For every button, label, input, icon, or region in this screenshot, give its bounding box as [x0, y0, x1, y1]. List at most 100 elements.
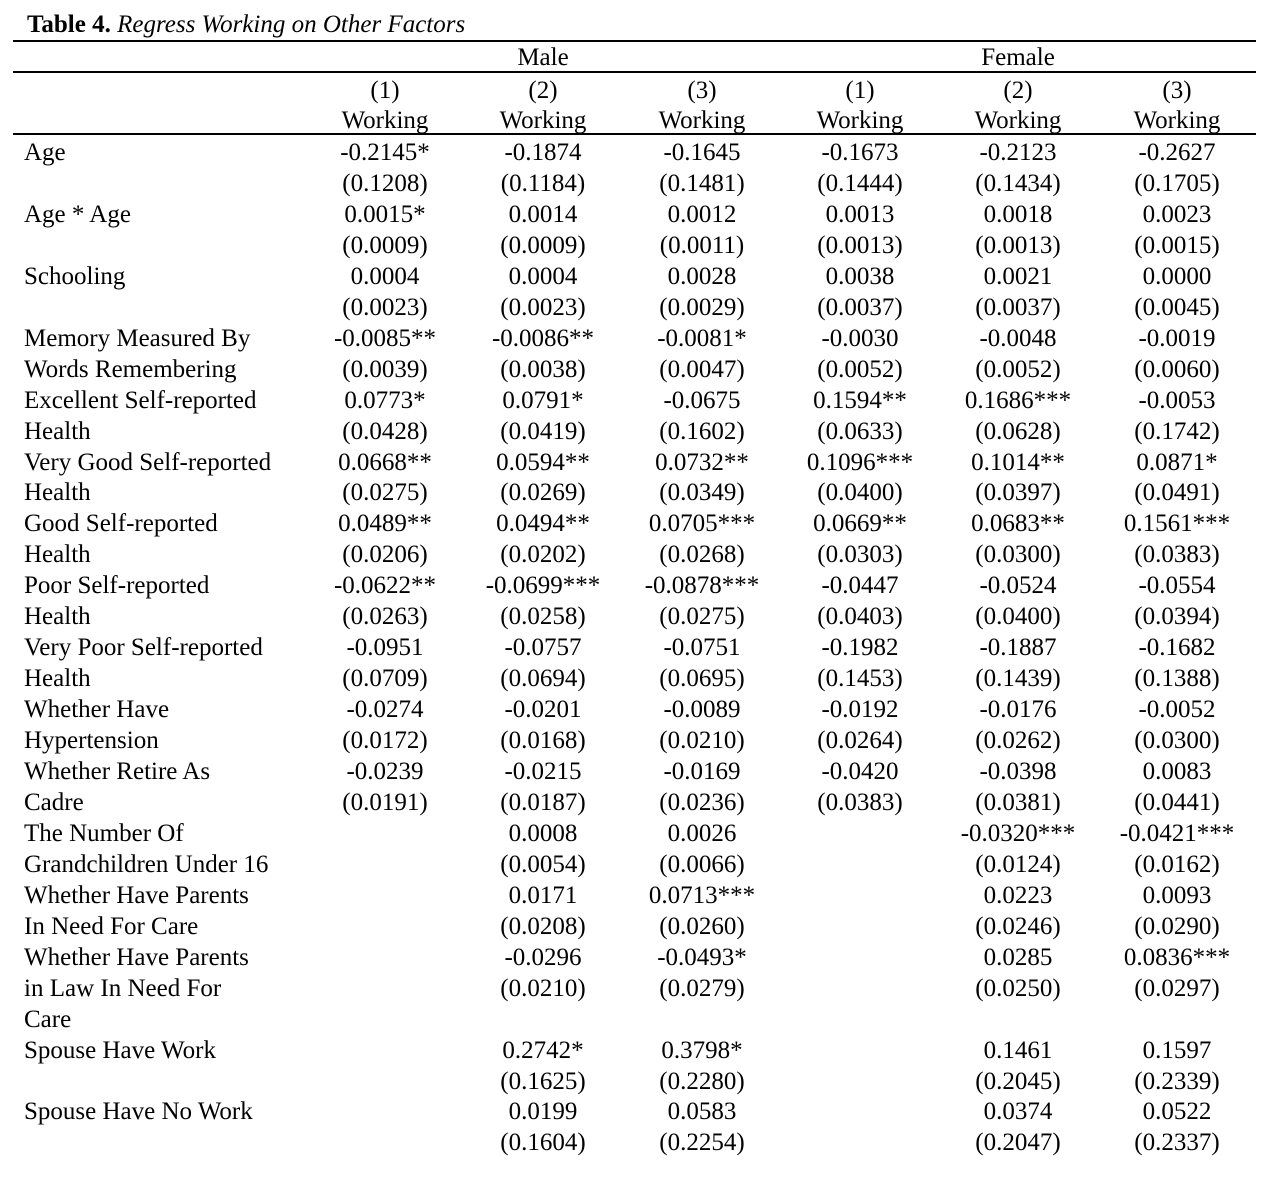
standard-error-cell: (0.0303)	[817, 541, 903, 569]
standard-error-cell: (0.1602)	[659, 417, 745, 445]
standard-error-cell: (0.0011)	[659, 231, 745, 259]
coefficient-cell: -0.0030	[821, 324, 899, 352]
column-number-header: (3)	[1162, 77, 1192, 104]
coefficient-cell: 0.1561***	[1123, 510, 1231, 538]
standard-error-cell: (0.0168)	[500, 727, 586, 755]
standard-error-cell: (0.0039)	[342, 355, 428, 383]
standard-error-cell: (0.0695)	[659, 665, 745, 693]
coefficient-cell: -0.0951	[346, 634, 424, 662]
standard-error-cell: (0.1705)	[1134, 169, 1220, 197]
standard-error-cell: (0.0029)	[659, 293, 745, 321]
standard-error-cell: (0.0172)	[342, 727, 428, 755]
coefficient-cell: 0.2742*	[502, 1036, 584, 1064]
coefficient-cell: -0.0320***	[960, 819, 1076, 847]
standard-error-cell: (0.0009)	[342, 231, 428, 259]
coefficient-cell: 0.0583	[667, 1098, 737, 1126]
standard-error-cell: (0.0124)	[975, 850, 1061, 878]
row-label: Care	[24, 1005, 72, 1033]
coefficient-cell: -0.1874	[504, 139, 582, 166]
standard-error-cell: (0.0187)	[500, 788, 586, 816]
standard-error-cell: (0.0260)	[659, 912, 745, 940]
standard-error-cell: (0.0066)	[659, 850, 745, 878]
coefficient-cell: 0.0015*	[344, 200, 426, 228]
standard-error-cell: (0.0400)	[975, 603, 1061, 631]
coefficient-cell: 0.1594**	[813, 386, 907, 414]
standard-error-cell: (0.0236)	[659, 788, 745, 816]
coefficient-cell: 0.0014	[508, 200, 578, 228]
coefficient-cell: -0.0215	[504, 758, 582, 785]
coefficient-cell: 0.1597	[1142, 1036, 1212, 1064]
standard-error-cell: (0.0383)	[817, 788, 903, 816]
row-label: Cadre	[24, 788, 84, 816]
standard-error-cell: (0.0300)	[975, 541, 1061, 569]
standard-error-cell: (0.0258)	[500, 603, 586, 631]
standard-error-cell: (0.1434)	[975, 169, 1061, 197]
row-label: Health	[24, 603, 91, 631]
row-label: Whether Have Parents	[24, 881, 249, 909]
standard-error-cell: (0.0250)	[975, 974, 1061, 1002]
standard-error-cell: (0.0162)	[1134, 850, 1220, 878]
top-rule	[13, 40, 1256, 42]
row-label: Health	[24, 665, 91, 693]
standard-error-cell: (0.0279)	[659, 974, 745, 1002]
standard-error-cell: (0.0491)	[1134, 479, 1220, 507]
table-number: Table 4.	[27, 11, 111, 38]
row-label: Good Self-reported	[24, 510, 218, 538]
standard-error-cell: (0.1184)	[500, 169, 586, 197]
standard-error-cell: (0.1481)	[659, 169, 745, 197]
coefficient-cell: -0.0554	[1138, 572, 1216, 600]
standard-error-cell: (0.0441)	[1134, 788, 1220, 816]
standard-error-cell: (0.0275)	[659, 603, 745, 631]
row-label: in Law In Need For	[24, 974, 222, 1002]
standard-error-cell: (0.0262)	[975, 727, 1061, 755]
standard-error-cell: (0.0013)	[975, 231, 1061, 259]
coefficient-cell: 0.0836***	[1123, 943, 1231, 971]
group-header-male: Male	[517, 44, 569, 71]
standard-error-cell: (0.0047)	[659, 355, 745, 383]
coefficient-cell: -0.1982	[821, 634, 899, 662]
coefficient-cell: -0.0493*	[657, 943, 747, 971]
coefficient-cell: -0.2145*	[340, 139, 430, 166]
coefficient-cell: 0.0018	[983, 200, 1053, 228]
coefficient-cell: -0.0048	[979, 324, 1057, 352]
coefficient-cell: -0.0421***	[1119, 819, 1235, 847]
coefficient-cell: 0.0494**	[496, 510, 590, 538]
coefficient-cell: 0.0773*	[344, 386, 426, 414]
coefficient-cell: -0.0019	[1138, 324, 1216, 352]
row-label: In Need For Care	[24, 912, 199, 940]
standard-error-cell: (0.0015)	[1134, 231, 1220, 259]
coefficient-cell: 0.0199	[508, 1098, 578, 1126]
standard-error-cell: (0.2045)	[975, 1067, 1061, 1095]
coefficient-cell: -0.0081*	[657, 324, 747, 352]
standard-error-cell: (0.0208)	[500, 912, 586, 940]
coefficient-cell: -0.0447	[821, 572, 899, 600]
coefficient-cell: 0.0004	[350, 262, 420, 290]
standard-error-cell: (0.0403)	[817, 603, 903, 631]
coefficient-cell: 0.0008	[508, 819, 578, 847]
coefficient-cell: 0.0713***	[648, 881, 756, 909]
standard-error-cell: (0.0023)	[342, 293, 428, 321]
standard-error-cell: (0.1625)	[500, 1067, 586, 1095]
table-title: Table 4. Regress Working on Other Factor…	[27, 9, 465, 41]
coefficient-cell: 0.0026	[667, 819, 737, 847]
coefficient-cell: -0.0274	[346, 696, 424, 724]
coefficient-cell: 0.1096***	[806, 448, 914, 476]
coefficient-cell: -0.0675	[663, 386, 741, 414]
coefficient-cell: -0.2627	[1138, 139, 1216, 166]
coefficient-cell: -0.0192	[821, 696, 899, 724]
coefficient-cell: 0.0522	[1142, 1098, 1212, 1126]
column-number-header: (2)	[1003, 77, 1033, 104]
row-label: Memory Measured By	[24, 324, 251, 352]
standard-error-cell: (0.0202)	[500, 541, 586, 569]
row-label: The Number Of	[24, 819, 184, 847]
column-dependent-header: Working	[1133, 107, 1221, 134]
standard-error-cell: (0.0300)	[1134, 727, 1220, 755]
coefficient-cell: 0.0004	[508, 262, 578, 290]
coefficient-cell: -0.0622**	[333, 572, 437, 600]
standard-error-cell: (0.1208)	[342, 169, 428, 197]
standard-error-cell: (0.0264)	[817, 727, 903, 755]
standard-error-cell: (0.0045)	[1134, 293, 1220, 321]
standard-error-cell: (0.0381)	[975, 788, 1061, 816]
coefficient-cell: 0.0021	[983, 262, 1053, 290]
row-label: Very Poor Self-reported	[24, 634, 263, 662]
